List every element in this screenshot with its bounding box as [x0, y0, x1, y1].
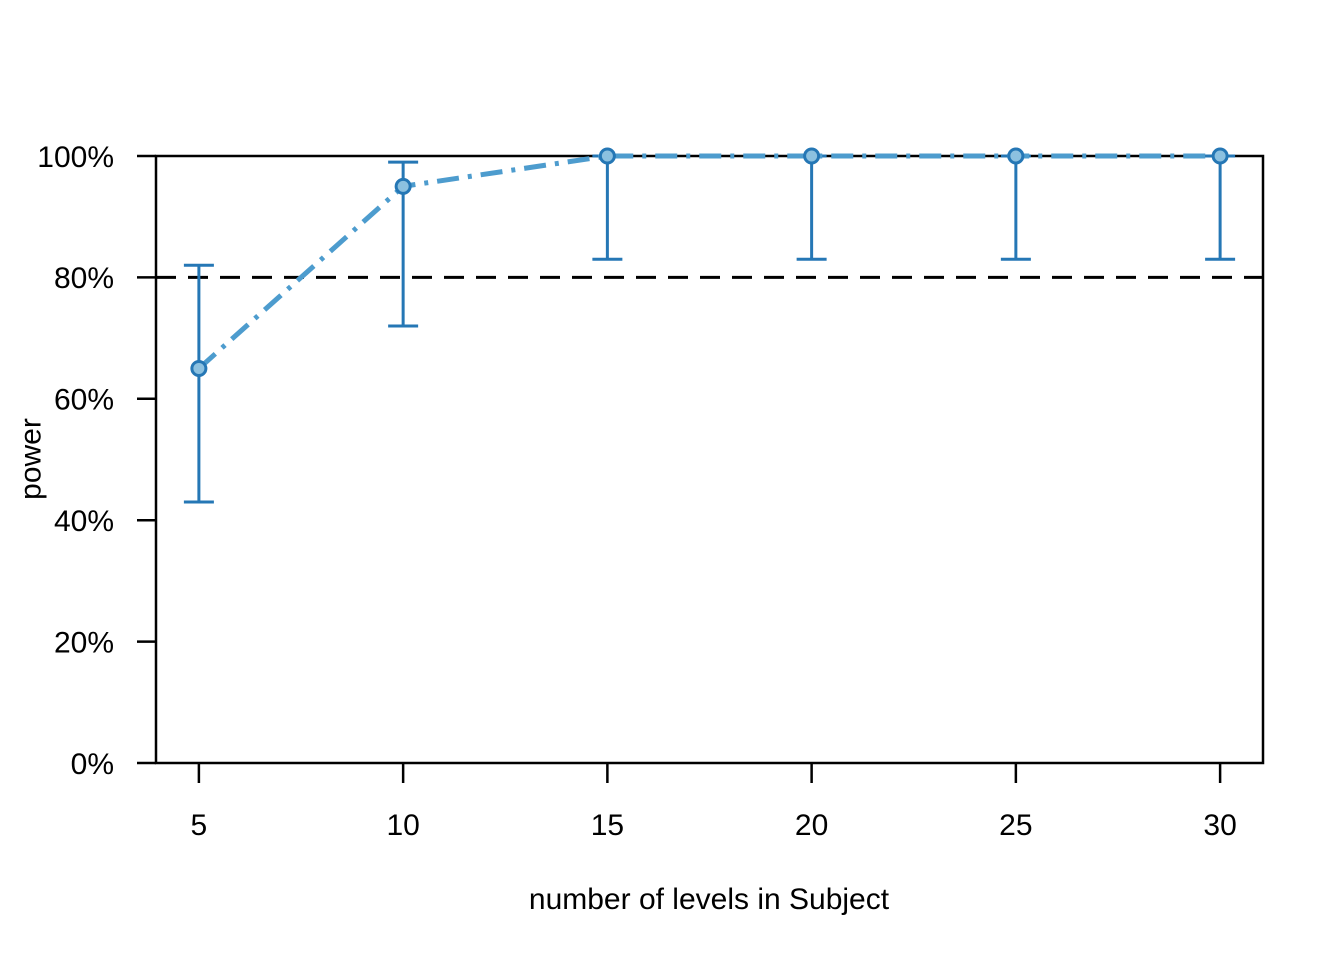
y-tick-label: 0% [71, 748, 114, 781]
y-tick-label: 60% [54, 384, 114, 417]
data-point-marker [1211, 147, 1229, 165]
y-tick-label: 100% [37, 141, 114, 174]
y-tick-label: 20% [54, 626, 114, 659]
x-tick-label: 20 [795, 809, 828, 842]
plot-box [154, 154, 1265, 765]
data-point-marker [598, 147, 616, 165]
x-tick-label: 10 [386, 809, 419, 842]
data-point-marker [1007, 147, 1025, 165]
power-curve-line [197, 153, 1221, 371]
x-tick-label: 30 [1203, 809, 1236, 842]
y-axis-title: power [15, 418, 48, 500]
x-tick-label: 5 [191, 809, 208, 842]
y-tick-label: 40% [54, 505, 114, 538]
data-point-marker [394, 177, 412, 195]
data-point-marker [803, 147, 821, 165]
data-point-marker [190, 359, 208, 377]
x-tick-label: 25 [999, 809, 1032, 842]
y-tick-label: 80% [54, 262, 114, 295]
x-axis-title: number of levels in Subject [529, 883, 890, 916]
x-tick-label: 15 [591, 809, 624, 842]
